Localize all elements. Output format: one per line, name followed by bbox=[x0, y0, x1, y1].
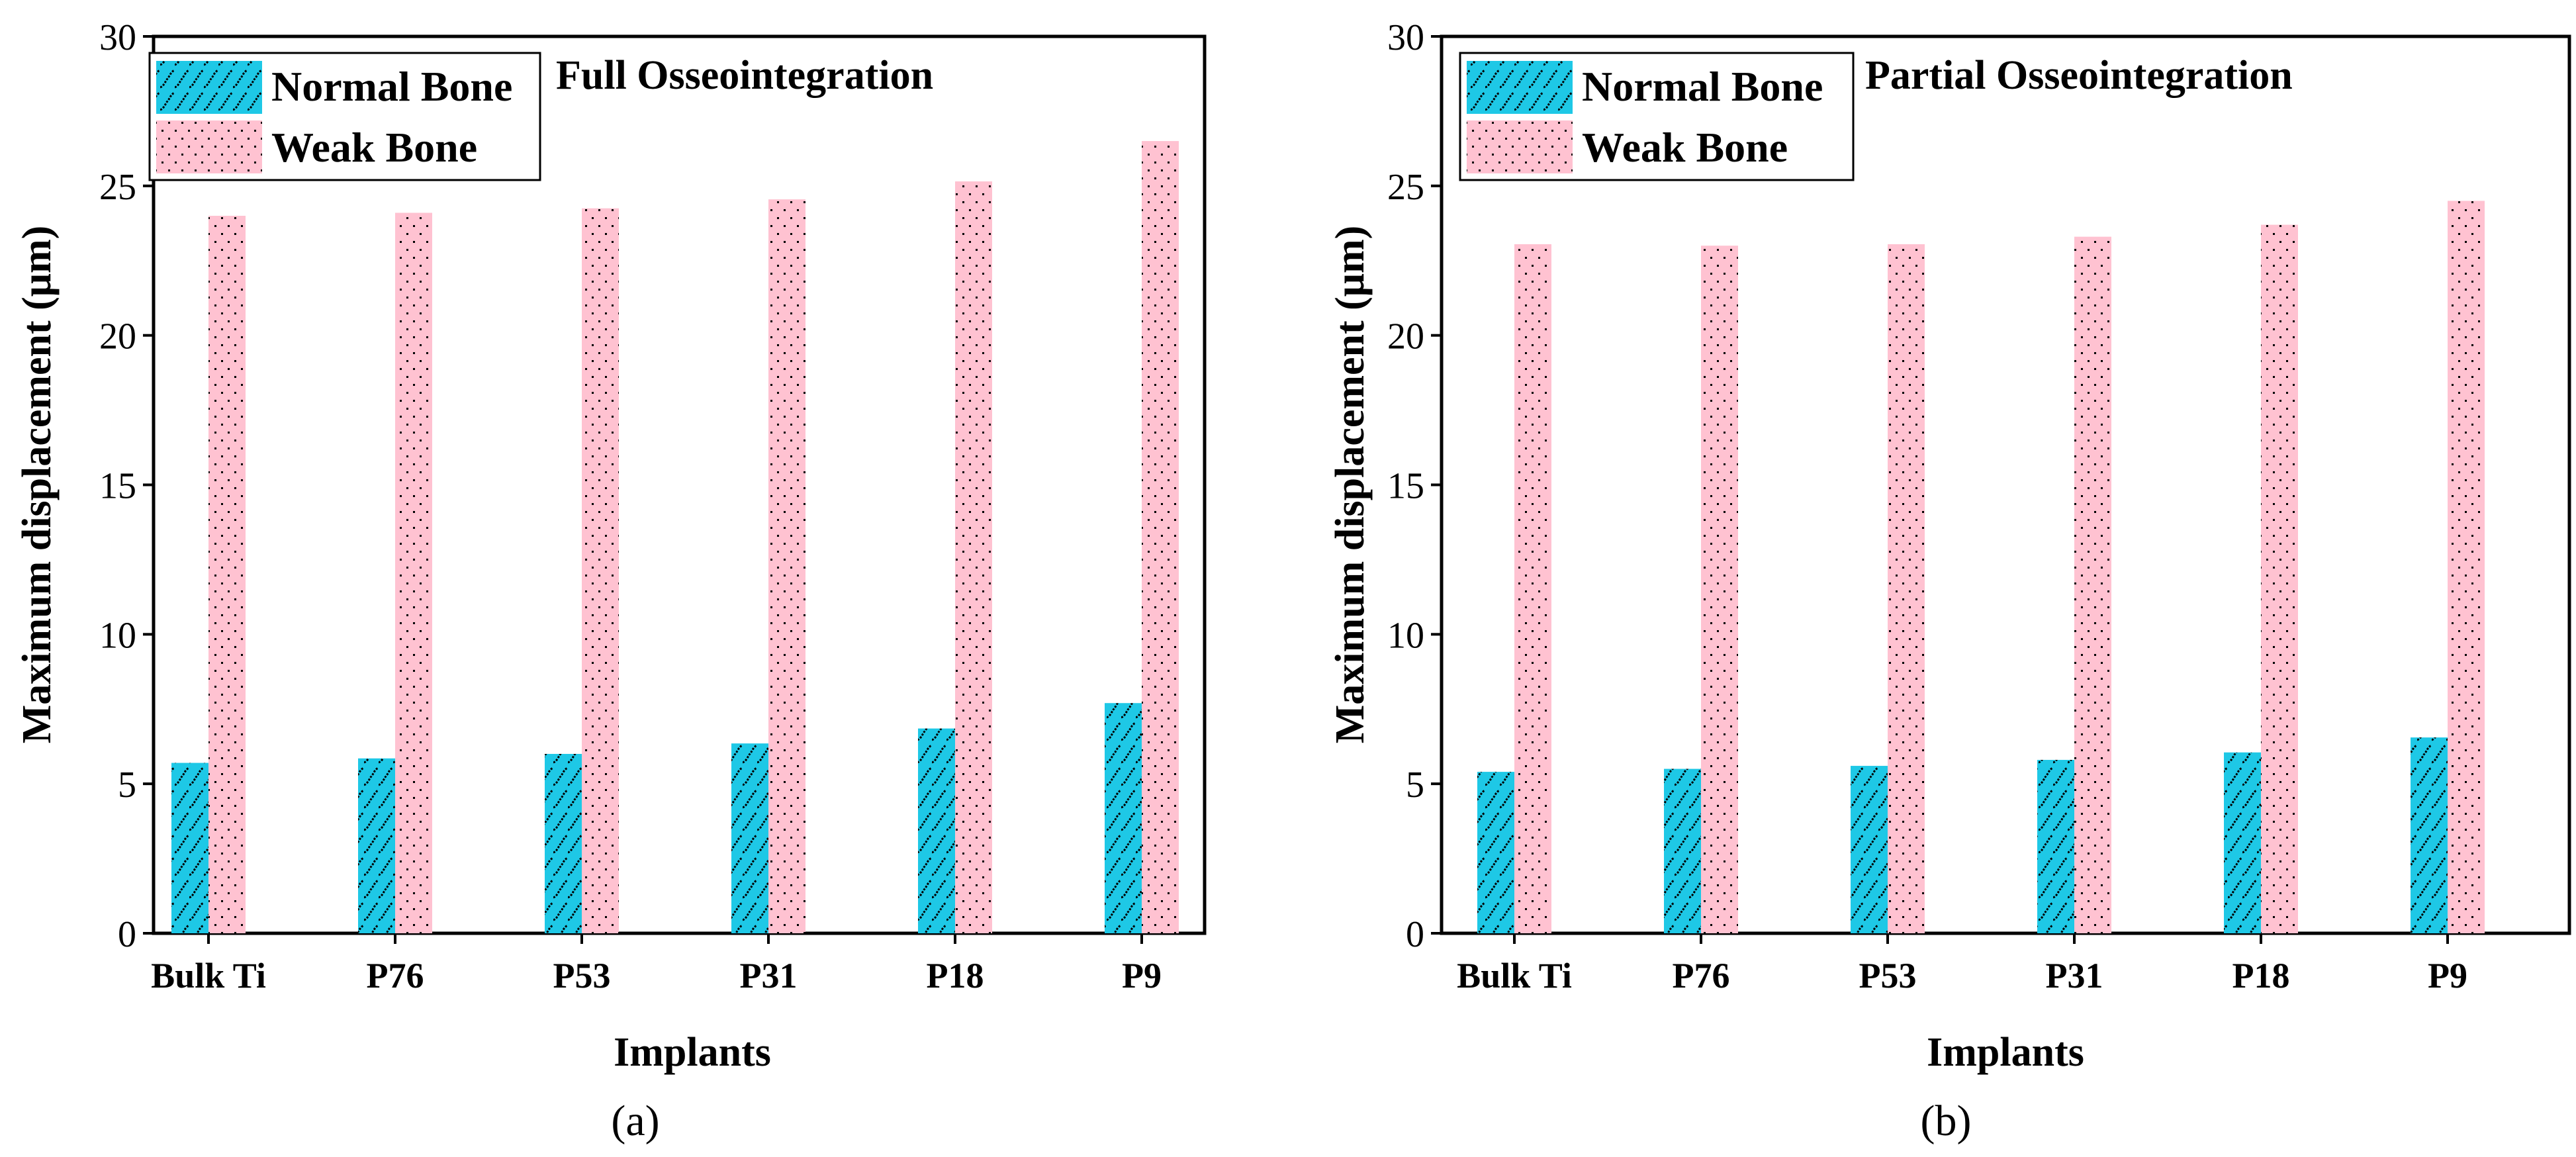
bar-weak-bone-p18 bbox=[2261, 224, 2298, 933]
panel-label-a: (a) bbox=[611, 1097, 659, 1145]
bar-normal-bone-p53 bbox=[1851, 766, 1888, 933]
y-tick-label: 15 bbox=[99, 466, 136, 507]
bar-normal-bone-p31 bbox=[2037, 760, 2074, 933]
bar-normal-bone-p9 bbox=[2411, 737, 2448, 933]
x-tick-label: P9 bbox=[2428, 956, 2467, 995]
y-tick-label: 10 bbox=[99, 615, 136, 656]
bar-weak-bone-p31 bbox=[2074, 236, 2111, 933]
chart-title: Partial Osseointegration bbox=[1865, 53, 2293, 98]
x-tick-label: P31 bbox=[740, 956, 798, 995]
legend-label-weak-bone: Weak Bone bbox=[1582, 124, 1788, 171]
bars-group bbox=[171, 141, 1179, 933]
x-tick-label: P18 bbox=[927, 956, 984, 995]
bar-weak-bone-p31 bbox=[768, 199, 805, 933]
bar-weak-bone-p18 bbox=[955, 181, 992, 933]
y-tick-label: 30 bbox=[99, 17, 136, 58]
legend-label-normal-bone: Normal Bone bbox=[1582, 63, 1823, 110]
bar-weak-bone-p53 bbox=[1888, 244, 1925, 933]
bar-weak-bone-p76 bbox=[395, 212, 432, 933]
bar-weak-bone-bulk-ti bbox=[208, 216, 246, 933]
bar-weak-bone-p53 bbox=[582, 208, 619, 933]
legend-swatch-weak-bone bbox=[1467, 120, 1573, 173]
y-tick-label: 5 bbox=[1406, 764, 1424, 806]
x-tick-label: Bulk Ti bbox=[1457, 956, 1572, 995]
chart-panel-a: 0 5 10 15 20 25 30 Bulk Ti P76 P53 P31 P18 P9 Norma… bbox=[15, 17, 1207, 1145]
y-tick-label: 0 bbox=[1406, 914, 1424, 955]
y-axis-ticks: 0 5 10 15 20 25 30 bbox=[99, 17, 154, 955]
y-tick-label: 25 bbox=[1387, 167, 1424, 208]
chart-panel-b: 0 5 10 15 20 25 30 Bulk Ti P76 P53 P31 P18 P9 Norma… bbox=[1328, 17, 2571, 1145]
bar-normal-bone-p76 bbox=[1664, 768, 1701, 933]
bar-weak-bone-p76 bbox=[1701, 246, 1738, 934]
x-axis-label: Implants bbox=[614, 1030, 771, 1075]
x-tick-label: P76 bbox=[1673, 956, 1730, 995]
bar-normal-bone-p18 bbox=[918, 728, 955, 933]
legend-swatch-weak-bone bbox=[156, 120, 262, 173]
y-axis-ticks: 0 5 10 15 20 25 30 bbox=[1387, 17, 1442, 955]
x-tick-label: P53 bbox=[1859, 956, 1917, 995]
legend-swatch-normal-bone bbox=[156, 61, 262, 114]
x-axis-ticks: Bulk Ti P76 P53 P31 P18 P9 bbox=[151, 933, 1162, 995]
bar-normal-bone-p31 bbox=[731, 743, 768, 933]
legend: Normal Bone Weak Bone bbox=[1459, 52, 1855, 181]
bars-group bbox=[1477, 201, 2485, 934]
y-tick-label: 20 bbox=[1387, 316, 1424, 357]
bar-weak-bone-p9 bbox=[1142, 141, 1179, 933]
y-axis-label: Maximum displacement (μm) bbox=[1328, 226, 1373, 743]
y-tick-label: 25 bbox=[99, 167, 136, 208]
panel-label-b: (b) bbox=[1921, 1097, 1972, 1145]
x-tick-label: P9 bbox=[1122, 956, 1162, 995]
y-tick-label: 20 bbox=[99, 316, 136, 357]
bar-weak-bone-p9 bbox=[2448, 201, 2485, 934]
y-tick-label: 0 bbox=[118, 914, 136, 955]
bar-normal-bone-bulk-ti bbox=[1477, 772, 1514, 933]
y-axis-label: Maximum displacement (μm) bbox=[15, 226, 60, 743]
y-tick-label: 5 bbox=[118, 764, 136, 806]
bar-normal-bone-p18 bbox=[2224, 752, 2261, 933]
bar-normal-bone-p76 bbox=[358, 758, 395, 933]
x-axis-ticks: Bulk Ti P76 P53 P31 P18 P9 bbox=[1457, 933, 2467, 995]
legend-label-normal-bone: Normal Bone bbox=[271, 63, 512, 110]
y-tick-label: 10 bbox=[1387, 615, 1424, 656]
bar-normal-bone-bulk-ti bbox=[171, 763, 208, 933]
legend: Normal Bone Weak Bone bbox=[148, 52, 541, 181]
x-axis-label: Implants bbox=[1927, 1030, 2084, 1075]
bar-normal-bone-p53 bbox=[545, 754, 582, 933]
legend-swatch-normal-bone bbox=[1467, 61, 1573, 114]
x-tick-label: P18 bbox=[2232, 956, 2290, 995]
legend-label-weak-bone: Weak Bone bbox=[271, 124, 477, 171]
x-tick-label: Bulk Ti bbox=[151, 956, 266, 995]
bar-weak-bone-bulk-ti bbox=[1514, 244, 1551, 933]
x-tick-label: P31 bbox=[2046, 956, 2103, 995]
x-tick-label: P53 bbox=[553, 956, 611, 995]
bar-normal-bone-p9 bbox=[1105, 703, 1142, 933]
y-tick-label: 15 bbox=[1387, 466, 1424, 507]
x-tick-label: P76 bbox=[367, 956, 424, 995]
y-tick-label: 30 bbox=[1387, 17, 1424, 58]
chart-title: Full Osseointegration bbox=[556, 53, 933, 98]
